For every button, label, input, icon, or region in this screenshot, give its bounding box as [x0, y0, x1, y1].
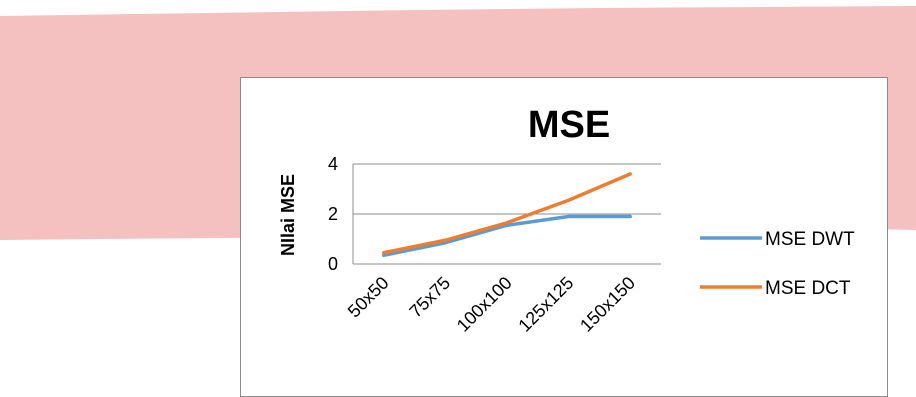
legend-label: MSE DCT [765, 278, 851, 299]
y-axis-label: NIlai MSE [278, 174, 298, 256]
y-tick-label: 2 [328, 204, 338, 224]
series-line-1 [384, 174, 630, 253]
chart-title: MSE [528, 104, 610, 146]
y-tick-label: 4 [328, 154, 338, 174]
x-tick-label: 100x100 [453, 273, 516, 336]
x-tick-label: 150x150 [576, 273, 639, 336]
x-tick-label: 50x50 [344, 273, 393, 322]
x-tick-label: 125x125 [514, 273, 577, 336]
x-tick-label: 75x75 [405, 273, 454, 322]
legend-label: MSE DWT [765, 229, 855, 250]
y-tick-label: 0 [328, 254, 338, 274]
